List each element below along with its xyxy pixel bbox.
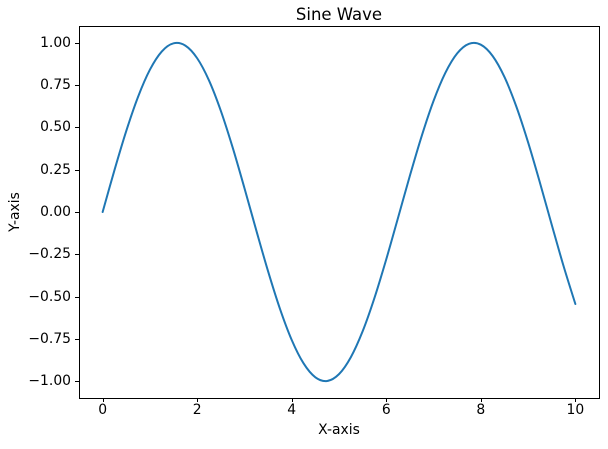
chart-title: Sine Wave (295, 5, 383, 24)
axes-box (79, 26, 600, 399)
sine-wave-line (101, 41, 577, 383)
y-tick-label: −0.75 (28, 330, 71, 347)
x-tick-label: 6 (381, 402, 391, 418)
y-tick-label: 1.00 (40, 34, 71, 51)
y-tick-label: 0.25 (40, 161, 71, 178)
x-tick-label: 2 (192, 402, 202, 418)
x-tick-label: 10 (566, 402, 585, 418)
y-tick-label: −0.25 (28, 246, 71, 263)
x-tick-label: 0 (98, 402, 108, 418)
y-tick-label: −1.00 (28, 373, 71, 390)
y-tick-label: 0.50 (40, 119, 71, 136)
x-tick-label: 8 (476, 402, 486, 418)
y-tick-label: 0.00 (40, 204, 71, 220)
x-tick-label: 4 (287, 402, 297, 418)
axis-tick-marks (75, 43, 576, 402)
y-tick-label: −0.50 (28, 288, 71, 305)
y-axis-label: Y-axis (7, 192, 24, 232)
x-axis-label: X-axis (318, 422, 360, 438)
y-tick-label: 0.75 (40, 77, 71, 94)
